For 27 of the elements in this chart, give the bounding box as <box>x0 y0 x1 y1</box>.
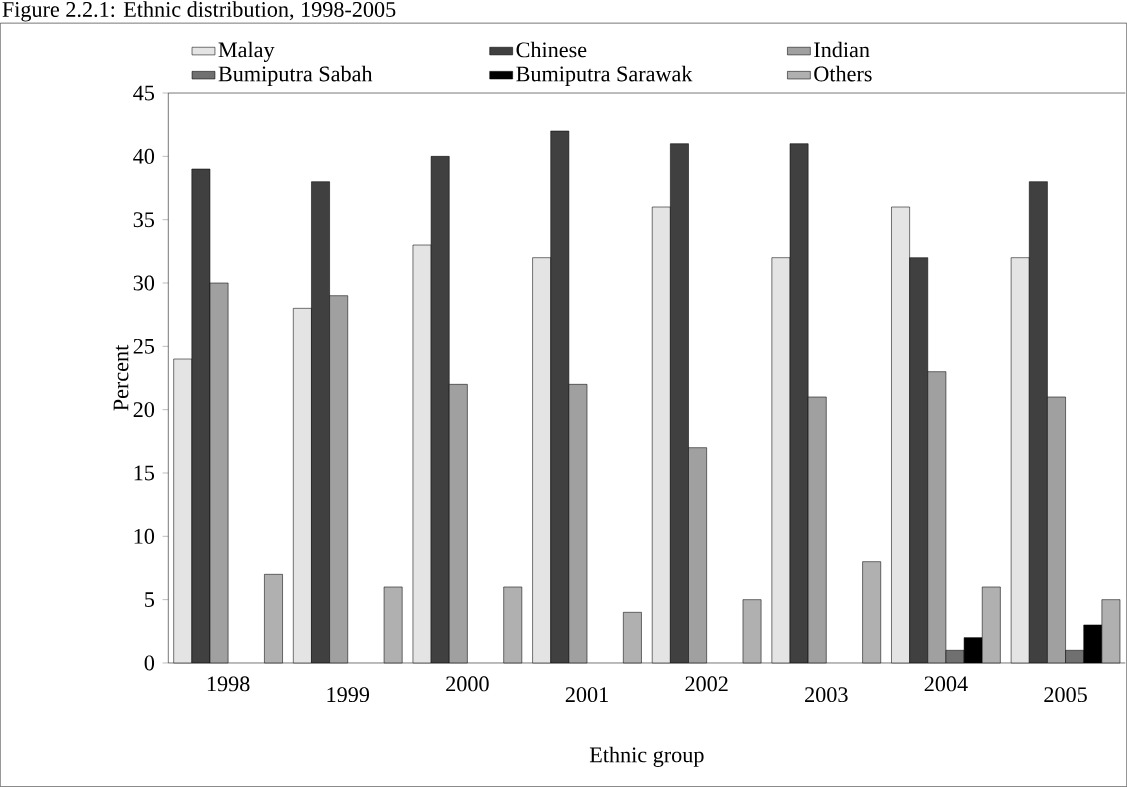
chart-title: Figure 2.2.1: Ethnic distribution, 1998-2005 <box>2 1 396 22</box>
x-tick-label: 1999 <box>327 687 370 703</box>
x-tick-label: 2000 <box>446 676 489 692</box>
y-tick-label: 10 <box>134 528 155 544</box>
legend-label: Bumiputra Sarawak <box>516 65 693 86</box>
x-axis-title: Ethnic group <box>589 746 704 767</box>
x-tick-label: 2005 <box>1044 687 1087 703</box>
y-tick-label: 35 <box>133 212 155 228</box>
y-tick-label: 0 <box>144 655 155 671</box>
y-axis-title: Percent <box>113 344 129 411</box>
legend-label: Malay <box>218 41 275 62</box>
legend-label: Chinese <box>516 41 587 58</box>
x-tick-label: 1998 <box>207 676 250 692</box>
legend-label: Indian <box>814 41 870 58</box>
x-tick-label: 2001 <box>565 687 608 703</box>
legend-label: Bumiputra Sabah <box>218 65 373 86</box>
legend-label: Others <box>814 65 872 82</box>
y-tick-label: 5 <box>145 592 155 608</box>
y-tick-label: 20 <box>133 402 155 418</box>
y-tick-label: 15 <box>134 465 155 481</box>
y-tick-label: 40 <box>133 148 155 164</box>
y-tick-label: 25 <box>133 338 155 354</box>
y-tick-label: 45 <box>133 85 155 101</box>
y-tick-label: 30 <box>133 275 155 291</box>
x-tick-label: 2004 <box>924 676 968 692</box>
x-tick-label: 2002 <box>685 676 728 692</box>
x-tick-label: 2003 <box>805 687 848 703</box>
